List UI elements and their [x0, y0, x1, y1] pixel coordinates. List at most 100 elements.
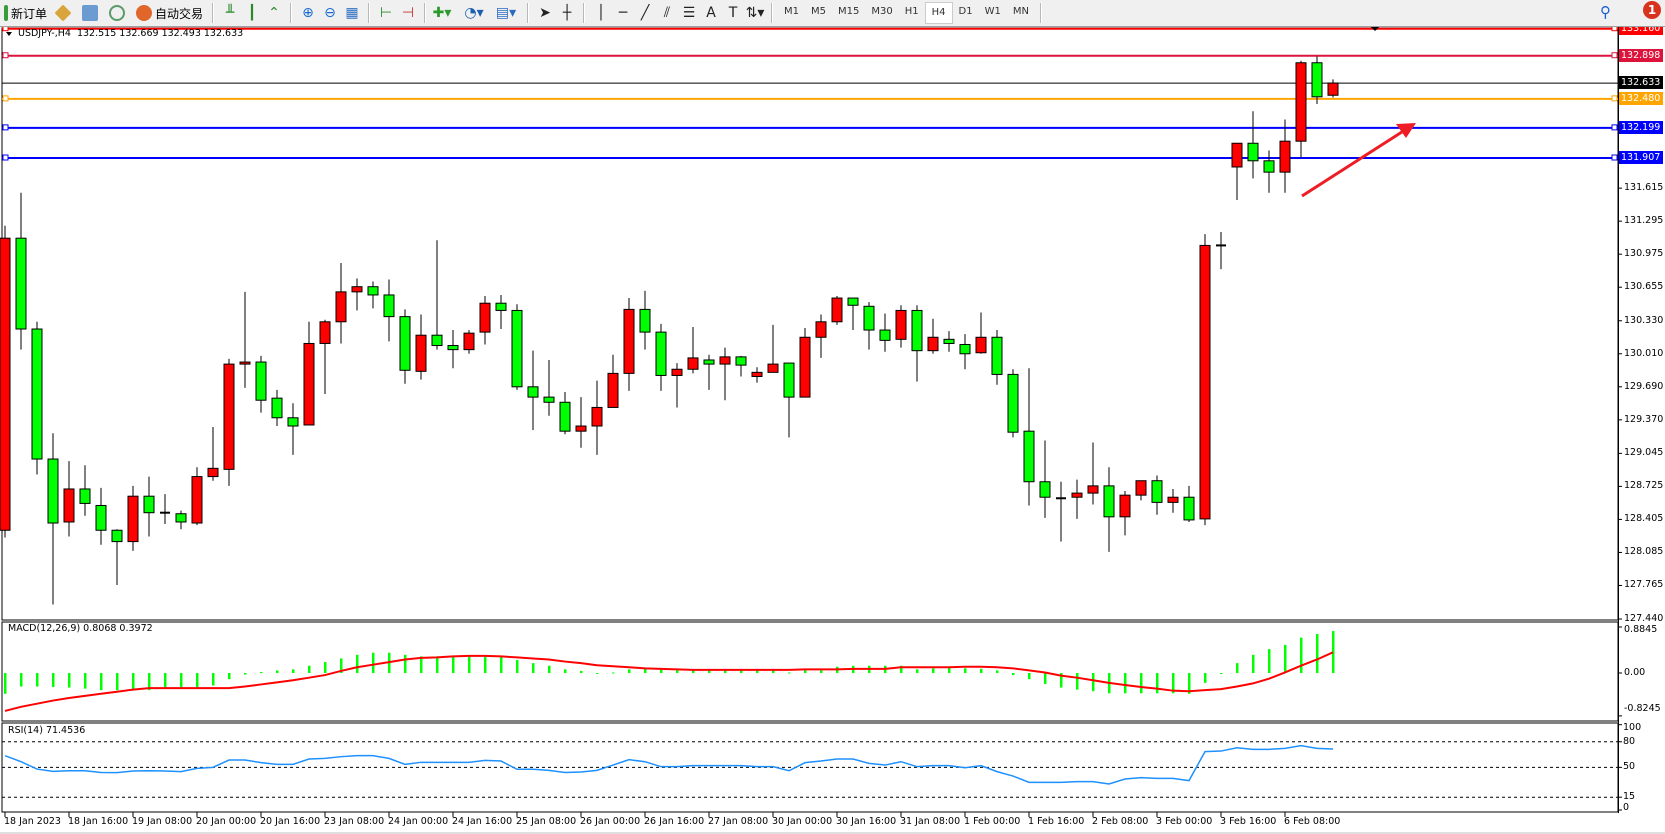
- signals-icon: [109, 5, 126, 21]
- text-label-icon[interactable]: T: [728, 5, 738, 21]
- timeframe-m1[interactable]: M1: [784, 6, 800, 17]
- candle: [207, 427, 219, 481]
- signals-button[interactable]: [105, 2, 132, 24]
- candle-body: [895, 309, 907, 340]
- candle-body: [31, 328, 43, 460]
- macd-histogram-bar: [1300, 637, 1303, 673]
- macd-histogram-bar: [1028, 673, 1031, 680]
- line-handle-right: [1611, 124, 1618, 131]
- notification-badge[interactable]: 1: [1643, 1, 1661, 19]
- macd-histogram-bar: [964, 668, 967, 673]
- candle: [895, 305, 907, 348]
- candle-body: [719, 356, 731, 365]
- text-icon[interactable]: A: [706, 5, 716, 21]
- timeframe-m15[interactable]: M15: [838, 6, 860, 17]
- candle-body: [1199, 244, 1211, 520]
- macd-histogram-bar: [132, 673, 135, 691]
- candle-body: [1279, 140, 1291, 173]
- cursor-icon[interactable]: ➤: [539, 5, 551, 21]
- search-icon[interactable]: ⚲: [1600, 3, 1611, 21]
- autoscroll-icon[interactable]: ⊣: [401, 5, 415, 21]
- line-chart-icon[interactable]: ⌃: [268, 5, 280, 21]
- macd-histogram-bar: [164, 673, 167, 689]
- macd-histogram-bar: [1316, 634, 1319, 673]
- tile-windows-icon[interactable]: ▦: [345, 5, 359, 21]
- macd-histogram-bar: [996, 670, 999, 673]
- periods-icon[interactable]: ◔▾: [464, 5, 484, 21]
- separator: [1039, 3, 1042, 23]
- candle: [991, 330, 1003, 385]
- macd-histogram-bar: [1012, 673, 1015, 676]
- arrows-icon[interactable]: ⇅▾: [745, 5, 765, 21]
- candle-body: [335, 291, 347, 323]
- chart-shift-marker-icon: [1371, 27, 1379, 31]
- candle-body: [927, 336, 939, 352]
- candle-body: [671, 368, 683, 376]
- timeframe-w1[interactable]: W1: [984, 6, 1001, 17]
- macd-histogram-bar: [484, 655, 487, 673]
- candle-body: [207, 467, 219, 478]
- chart-shift-icon[interactable]: ⊢: [379, 5, 393, 21]
- macd-histogram-bar: [84, 673, 87, 689]
- macd-histogram-bar: [292, 669, 295, 673]
- macd-histogram-bar: [708, 670, 711, 673]
- macd-histogram-bar: [628, 669, 631, 673]
- candle-body: [543, 396, 555, 403]
- candle: [735, 355, 747, 377]
- macd-histogram-bar: [244, 673, 247, 675]
- candle-body: [399, 316, 411, 371]
- macd-histogram-bar: [596, 673, 599, 674]
- crosshair-icon[interactable]: ┼: [562, 5, 572, 21]
- metaeditor-button[interactable]: [51, 2, 78, 24]
- zoom-in-icon[interactable]: ⊕: [302, 5, 314, 21]
- candle: [575, 397, 587, 448]
- candle: [1311, 56, 1323, 105]
- macd-histogram-bar: [948, 667, 951, 673]
- candle-body: [415, 334, 427, 372]
- auto-trading-button[interactable]: 自动交易: [132, 2, 207, 24]
- macd-histogram-bar: [52, 673, 55, 688]
- candle-body: [1039, 481, 1051, 498]
- candle: [655, 323, 667, 391]
- macd-histogram-bar: [1284, 644, 1287, 673]
- candle: [47, 433, 59, 605]
- candle-body: [911, 309, 923, 352]
- timeframe-mn[interactable]: MN: [1012, 6, 1029, 17]
- timeframe-h1[interactable]: H1: [904, 6, 919, 17]
- candle: [79, 465, 91, 516]
- templates-icon[interactable]: ▤▾: [495, 5, 517, 21]
- new-order-button[interactable]: 新订单: [0, 2, 51, 24]
- candlestick-icon[interactable]: ┃: [247, 5, 257, 21]
- candle: [1007, 369, 1019, 438]
- macd-histogram-bar: [612, 672, 615, 674]
- macd-histogram-bar: [548, 665, 551, 673]
- trendline-icon[interactable]: ╱: [640, 5, 650, 21]
- timeframe-h4[interactable]: H4: [924, 2, 953, 24]
- candle: [415, 314, 427, 380]
- candle-body: [271, 397, 283, 419]
- bar-chart-icon[interactable]: ╨: [225, 5, 235, 21]
- fibonacci-icon[interactable]: ⫽: [663, 5, 671, 21]
- horizontal-line-icon[interactable]: ─: [618, 5, 628, 21]
- timeframe-m5[interactable]: M5: [811, 6, 827, 17]
- candle: [943, 331, 955, 352]
- candle: [959, 334, 971, 370]
- candle-body: [703, 359, 715, 365]
- terminal-button[interactable]: [78, 2, 105, 24]
- candle: [239, 291, 251, 388]
- line-handle-left: [2, 95, 9, 102]
- chart-window[interactable]: [0, 27, 1665, 834]
- candle: [911, 305, 923, 382]
- candle-body: [559, 401, 571, 432]
- candle-body: [879, 329, 891, 341]
- vertical-line-icon[interactable]: │: [596, 5, 606, 21]
- indicators-icon[interactable]: ✚▾: [432, 5, 452, 21]
- macd-histogram-bar: [324, 662, 327, 673]
- candle: [623, 298, 635, 391]
- zoom-out-icon[interactable]: ⊖: [324, 5, 336, 21]
- timeframe-d1[interactable]: D1: [958, 6, 973, 17]
- fibo-channel-icon[interactable]: ☰: [682, 5, 696, 21]
- timeframe-m30[interactable]: M30: [871, 6, 893, 17]
- status-strip: [0, 832, 1665, 834]
- candle-body: [223, 363, 235, 470]
